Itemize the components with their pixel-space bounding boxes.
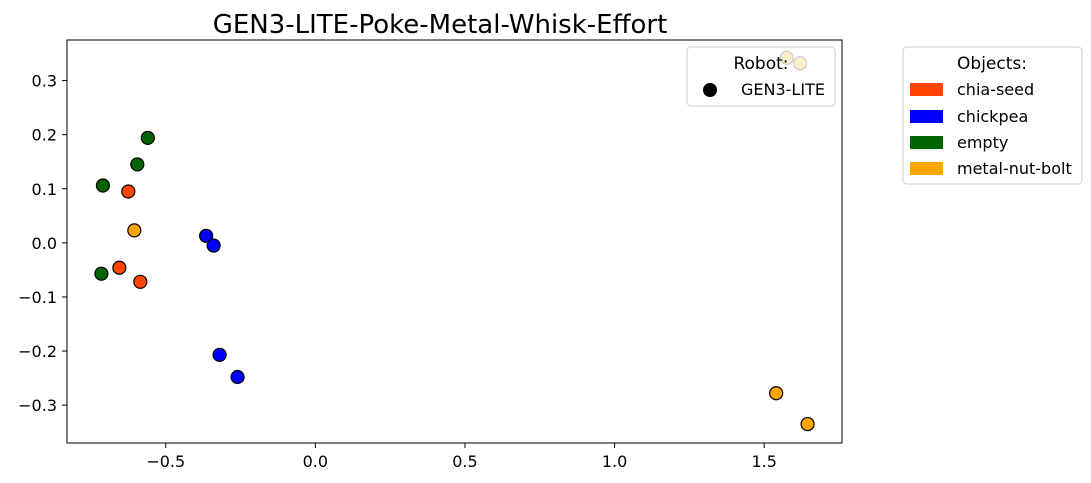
data-point-chia-seed — [112, 260, 127, 275]
x-tick-label: −0.5 — [146, 452, 185, 471]
data-point-metal-nut-bolt — [800, 416, 815, 432]
robot-legend-label: GEN3-LITE — [741, 80, 825, 99]
robot-legend: Robot: GEN3-LITE — [686, 46, 836, 107]
data-points — [94, 50, 815, 432]
legend-swatch-chickpea — [910, 110, 943, 123]
objects-legend: Objects: chia-seed chickpea empty metal-… — [902, 46, 1083, 185]
legend-swatch-empty — [910, 136, 943, 149]
x-tick-label: 0.5 — [452, 452, 477, 471]
y-axis: −0.3 −0.2 −0.1 0.0 0.1 0.2 0.3 — [18, 72, 67, 415]
objects-legend-title: Objects: — [957, 54, 1027, 74]
data-point-empty — [95, 178, 111, 193]
data-point-metal-nut-bolt — [769, 386, 784, 401]
legend-label-chia-seed: chia-seed — [957, 80, 1034, 99]
legend-swatch-metal-nut-bolt — [910, 162, 943, 175]
robot-legend-box — [686, 46, 836, 107]
data-point-chickpea — [199, 228, 214, 243]
data-point-chickpea — [206, 238, 221, 253]
data-point-empty — [94, 266, 109, 281]
x-tick-label: 1.5 — [751, 452, 776, 471]
legend-label-metal-nut-bolt: metal-nut-bolt — [957, 159, 1072, 178]
data-point-chia-seed — [121, 184, 136, 199]
legend-label-chickpea: chickpea — [957, 107, 1028, 126]
y-tick-label: 0.1 — [32, 180, 57, 199]
x-tick-label: 1.0 — [602, 452, 627, 471]
robot-legend-marker — [703, 83, 717, 97]
chart-title: GEN3-LITE-Poke-Metal-Whisk-Effort — [213, 10, 668, 40]
data-point-chickpea — [230, 369, 245, 385]
data-point-empty — [130, 157, 145, 172]
y-tick-label: 0.2 — [32, 126, 57, 145]
plot-area-frame — [66, 39, 843, 444]
x-tick-label: 0.0 — [303, 452, 328, 471]
legend-swatch-chia-seed — [910, 83, 943, 96]
data-point-chia-seed — [133, 274, 148, 289]
x-axis: −0.5 0.0 0.5 1.0 1.5 — [146, 443, 777, 471]
robot-legend-title: Robot: — [733, 54, 788, 74]
y-tick-label: 0.3 — [32, 72, 57, 91]
legend-label-empty: empty — [957, 133, 1008, 152]
y-tick-label: −0.3 — [18, 396, 57, 415]
objects-legend-box — [902, 46, 1083, 185]
y-tick-label: −0.2 — [18, 342, 57, 361]
data-point-metal-nut-bolt — [127, 223, 142, 238]
data-point-chickpea — [212, 347, 227, 362]
data-point-empty — [140, 130, 155, 146]
y-tick-label: −0.1 — [18, 288, 57, 307]
y-tick-label: 0.0 — [32, 234, 57, 253]
